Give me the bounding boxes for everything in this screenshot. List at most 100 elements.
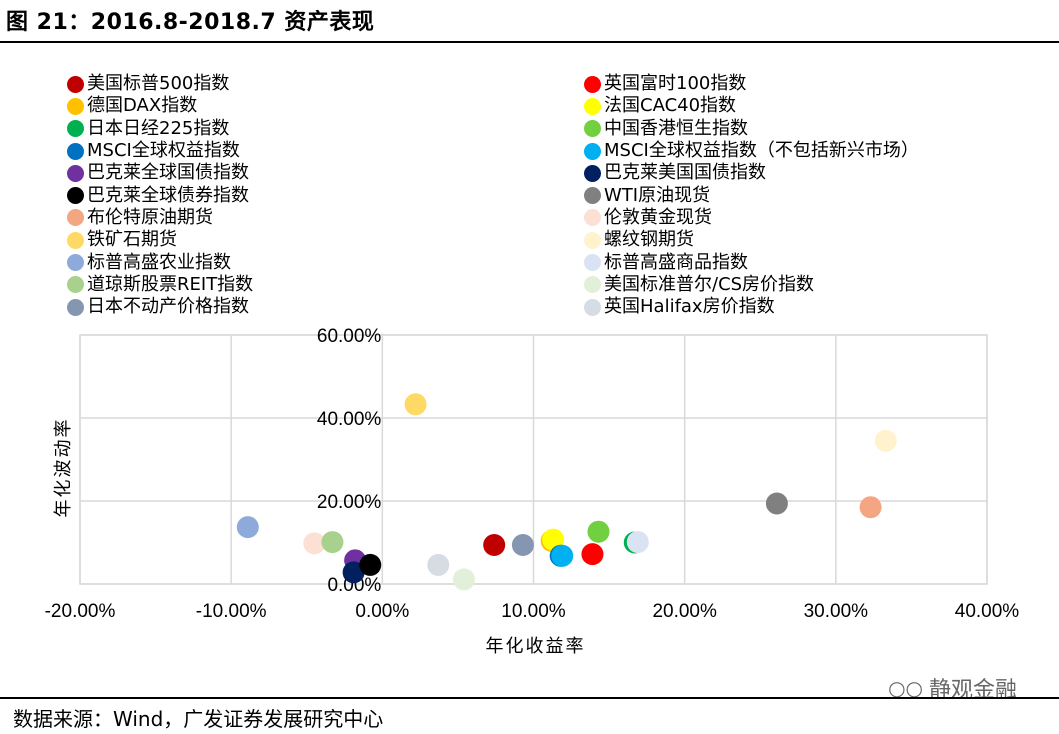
legend-label: 日本日经225指数 — [87, 117, 230, 139]
x-tick-label: 0.00% — [355, 601, 409, 622]
legend-label: 标普高盛农业指数 — [87, 251, 231, 273]
legend-item: 巴克莱全球债券指数 — [67, 184, 253, 206]
chart-title: 图 21：2016.8-2018.7 资产表现 — [6, 10, 375, 35]
legend-item: 英国Halifax房价指数 — [584, 296, 919, 318]
legend-label: 英国富时100指数 — [604, 73, 747, 95]
legend-marker — [67, 97, 84, 115]
legend-item: 日本不动产价格指数 — [67, 296, 253, 318]
x-axis-title: 年化收益率 — [486, 636, 586, 657]
wechat-icon: ○○ — [888, 676, 923, 700]
legend-label: 巴克莱全球国债指数 — [87, 162, 249, 184]
data-point — [874, 429, 897, 452]
watermark: ○○ 静观金融 — [888, 672, 1017, 704]
data-point — [587, 520, 610, 543]
source-note: 数据来源：Wind，广发证券发展研究中心 — [13, 707, 384, 731]
legend-label: 道琼斯股票REIT指数 — [87, 273, 254, 295]
legend-left-column: 美国标普500指数 德国DAX指数 日本日经225指数 MSCI全球权益指数 巴克莱全球… — [67, 73, 253, 318]
legend-item: MSCI全球权益指数 — [67, 140, 253, 162]
legend-marker — [584, 164, 601, 182]
legend-label: 巴克莱美国国债指数 — [604, 162, 766, 184]
legend-marker — [584, 276, 601, 294]
legend-label: 巴克莱全球债券指数 — [87, 184, 249, 206]
legend-marker — [584, 231, 601, 249]
legend-marker — [67, 187, 84, 205]
y-tick-label: 60.00% — [317, 326, 382, 347]
legend-marker — [584, 120, 601, 138]
legend-marker — [584, 97, 601, 115]
legend-marker — [584, 298, 601, 316]
legend-item: WTI原油现货 — [584, 184, 919, 206]
legend-marker — [584, 75, 601, 93]
legend-label: 标普高盛商品指数 — [604, 251, 748, 273]
legend-item: 伦敦黄金现货 — [584, 207, 919, 229]
legend-item: 美国标准普尔/CS房价指数 — [584, 274, 919, 296]
legend-label: 日本不动产价格指数 — [87, 296, 249, 318]
data-point — [452, 568, 475, 591]
legend-label: 美国标准普尔/CS房价指数 — [604, 273, 815, 295]
legend-label: 螺纹钢期货 — [604, 229, 694, 251]
legend-item: 布伦特原油期货 — [67, 207, 253, 229]
legend-label: 铁矿石期货 — [87, 229, 177, 251]
legend-marker — [67, 142, 84, 160]
legend-item: 巴克莱美国国债指数 — [584, 162, 919, 184]
legend-label: MSCI全球权益指数 — [87, 140, 240, 162]
top-rule — [0, 41, 1059, 43]
legend-marker — [67, 298, 84, 316]
y-tick-label: 20.00% — [317, 492, 382, 513]
legend-item: 日本日经225指数 — [67, 118, 253, 140]
data-point — [404, 393, 427, 416]
legend-label: 德国DAX指数 — [87, 95, 198, 117]
legend-marker — [584, 209, 601, 227]
legend-label: 英国Halifax房价指数 — [604, 296, 775, 318]
legend-label: WTI原油现货 — [604, 184, 711, 206]
legend-item: 法国CAC40指数 — [584, 95, 919, 117]
legend-marker — [67, 209, 84, 227]
data-point — [765, 492, 788, 515]
legend-item: 英国富时100指数 — [584, 73, 919, 95]
legend-marker — [67, 231, 84, 249]
legend-label: MSCI全球权益指数（不包括新兴市场） — [604, 140, 919, 162]
y-tick-label: 0.00% — [327, 575, 381, 596]
data-point — [511, 533, 534, 556]
data-point — [342, 561, 365, 584]
legend-item: MSCI全球权益指数（不包括新兴市场） — [584, 140, 919, 162]
legend-item: 中国香港恒生指数 — [584, 118, 919, 140]
x-tick-label: -10.00% — [196, 601, 267, 622]
legend-label: 法国CAC40指数 — [604, 95, 737, 117]
watermark-text: 静观金融 — [928, 678, 1017, 703]
legend-label: 布伦特原油期货 — [87, 206, 213, 228]
bottom-rule — [0, 697, 1059, 699]
legend-item: 美国标普500指数 — [67, 73, 253, 95]
data-point — [359, 553, 382, 576]
data-point — [303, 532, 326, 555]
data-point — [483, 533, 506, 556]
legend-item: 标普高盛商品指数 — [584, 251, 919, 273]
y-tick-label: 40.00% — [317, 409, 382, 430]
y-axis-title: 年化波动率 — [53, 418, 74, 518]
legend-item: 标普高盛农业指数 — [67, 251, 253, 273]
legend-label: 美国标普500指数 — [87, 73, 230, 95]
data-point — [236, 516, 259, 539]
x-tick-label: 20.00% — [652, 601, 717, 622]
data-point — [581, 543, 604, 566]
legend-marker — [67, 254, 84, 272]
legend-item: 巴克莱全球国债指数 — [67, 162, 253, 184]
legend-right-column: 英国富时100指数 法国CAC40指数 中国香港恒生指数 MSCI全球权益指数（不包括… — [584, 73, 919, 318]
x-tick-label: 30.00% — [804, 601, 869, 622]
legend-marker — [67, 75, 84, 93]
legend-marker — [67, 164, 84, 182]
legend-marker — [67, 120, 84, 138]
legend-marker — [584, 254, 601, 272]
legend-item: 德国DAX指数 — [67, 95, 253, 117]
x-tick-label: -20.00% — [45, 601, 116, 622]
legend-marker — [584, 187, 601, 205]
legend-marker — [67, 276, 84, 294]
x-tick-label: 10.00% — [501, 601, 566, 622]
data-point — [859, 496, 882, 519]
legend-item: 螺纹钢期货 — [584, 229, 919, 251]
legend-marker — [584, 142, 601, 160]
legend-label: 中国香港恒生指数 — [604, 117, 748, 139]
legend-item: 铁矿石期货 — [67, 229, 253, 251]
legend-item: 道琼斯股票REIT指数 — [67, 274, 253, 296]
